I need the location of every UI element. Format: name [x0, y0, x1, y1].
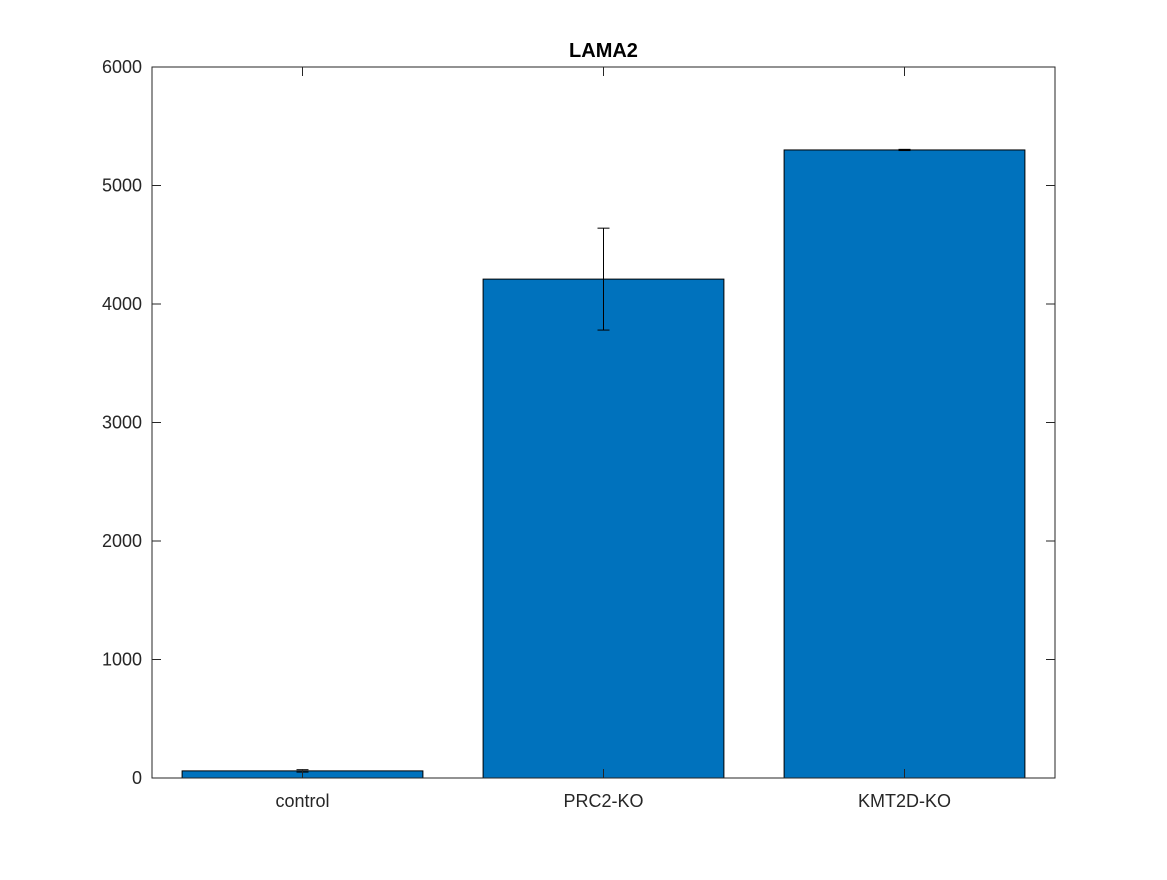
y-tick-label: 1000 [102, 650, 142, 670]
bars-layer [181, 149, 1026, 779]
chart-title: LAMA2 [569, 40, 638, 62]
y-tick-label: 2000 [102, 531, 142, 551]
y-tick-label: 6000 [102, 57, 142, 77]
x-tick-label: PRC2-KO [563, 791, 643, 811]
bar-kmt2d-ko [783, 149, 1026, 779]
x-tick-label: KMT2D-KO [858, 791, 951, 811]
error-bar-prc2-ko [597, 227, 610, 331]
bar-prc2-ko [482, 278, 725, 779]
x-tick-label: control [275, 791, 329, 811]
y-tick-label: 4000 [102, 294, 142, 314]
axes-layer [151, 66, 1056, 779]
y-tick-label: 5000 [102, 176, 142, 196]
y-tick-label: 3000 [102, 413, 142, 433]
y-tick-label: 0 [132, 768, 142, 788]
tick-labels-layer: 0 1000 2000 3000 4000 5000 6000 control PRC2-KO K… [102, 57, 951, 811]
error-bar-kmt2d-ko [898, 148, 911, 152]
